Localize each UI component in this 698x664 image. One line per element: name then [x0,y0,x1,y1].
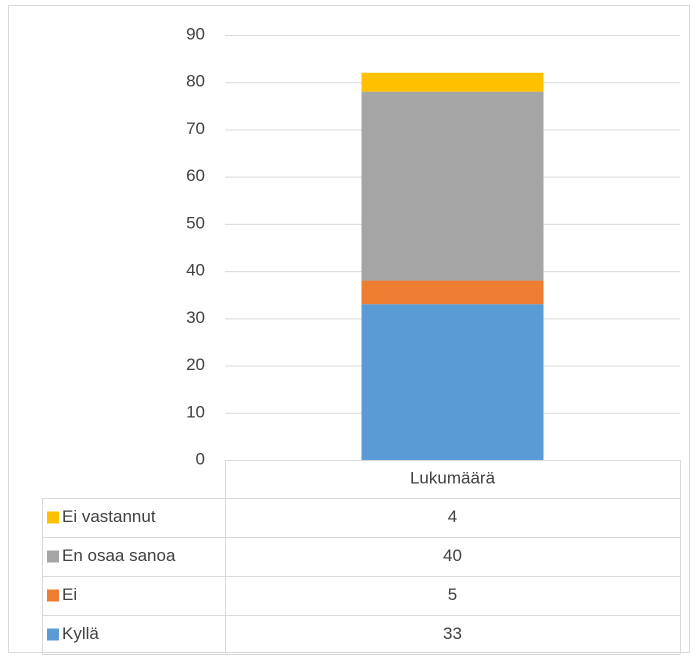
y-tick-label: 20 [186,355,205,374]
legend-swatch [47,550,59,563]
y-tick-label: 40 [186,261,205,280]
y-tick-label: 10 [186,402,205,421]
chart-border [8,5,690,653]
legend-label: Kyllä [62,624,99,643]
bar-segment [361,304,544,460]
legend-swatch [47,628,59,641]
table-value: 5 [448,585,457,604]
table-value: 33 [443,624,462,643]
y-tick-label: 0 [196,449,205,468]
legend-label: Ei [62,585,77,604]
legend-label: En osaa sanoa [62,546,176,565]
legend-swatch [47,589,59,602]
y-tick-label: 50 [186,213,205,232]
legend-label: Ei vastannut [62,507,156,526]
y-tick-label: 90 [186,24,205,43]
table-header: Lukumäärä [410,468,496,487]
bar-segment [361,91,544,281]
bar-segment [361,280,544,305]
y-tick-label: 80 [186,72,205,91]
table-value: 4 [448,507,457,526]
y-tick-label: 60 [186,166,205,185]
legend-swatch [47,511,59,524]
bar-segment [361,72,544,92]
y-tick-label: 70 [186,119,205,138]
table-value: 40 [443,546,462,565]
y-tick-label: 30 [186,308,205,327]
